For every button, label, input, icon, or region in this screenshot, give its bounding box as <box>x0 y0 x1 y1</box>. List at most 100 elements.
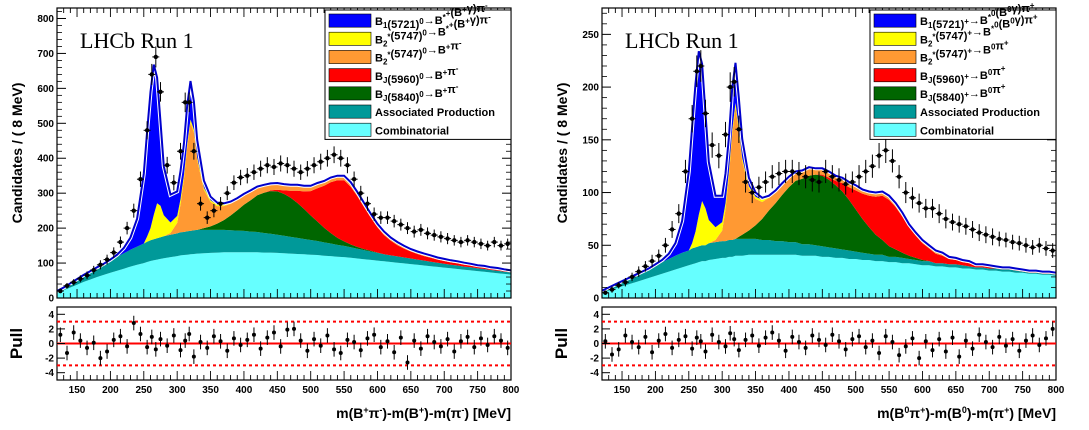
pull-point <box>698 334 703 349</box>
pull-point <box>870 333 875 348</box>
data-point <box>675 204 683 224</box>
data-point <box>915 193 923 213</box>
pull-point <box>138 326 143 342</box>
legend-label: BJ(5960)0→B+π- <box>375 64 459 86</box>
data-point <box>484 240 492 251</box>
data-point <box>615 282 623 289</box>
pull-point <box>412 333 417 348</box>
data-point <box>1022 237 1030 253</box>
pull-point <box>970 341 975 356</box>
data-point <box>130 203 138 218</box>
y-tick-label: 150 <box>582 135 599 146</box>
x-tick-label: 600 <box>369 385 386 396</box>
pull-point <box>458 334 463 349</box>
data-point <box>955 215 963 233</box>
pull-point <box>265 330 270 345</box>
legend-entry: B1(5721)+→B*0(B0γ)π+ <box>873 1 1035 31</box>
y-tick-label: 0 <box>593 294 599 305</box>
data-point <box>868 154 876 178</box>
pull-axis-title: Pull <box>7 328 26 359</box>
x-tick-label: 750 <box>1014 385 1031 396</box>
pull-point <box>465 329 470 345</box>
legend-label: Associated Production <box>920 107 1040 119</box>
data-point <box>237 169 245 186</box>
data-point <box>628 272 636 282</box>
pull-point <box>492 328 497 344</box>
data-point <box>882 137 890 164</box>
pull-y-tick-label: -2 <box>590 354 599 365</box>
data-point <box>722 121 730 148</box>
pull-point <box>863 339 868 355</box>
data-point <box>755 176 763 198</box>
pull-point <box>85 340 90 356</box>
pull-point <box>694 330 699 345</box>
pull-point <box>285 322 290 337</box>
legend-entry: Combinatorial <box>328 122 449 137</box>
data-point <box>668 221 676 238</box>
data-point <box>350 171 358 187</box>
pull-point <box>1003 338 1008 353</box>
pull-point <box>238 337 243 353</box>
pull-point <box>98 350 103 366</box>
data-point <box>742 171 750 193</box>
legend-label: B1(5721)0→B*+(B+γ)π- <box>375 1 488 31</box>
legend-label: B2*(5747)+→B*0(B0γ)π+ <box>920 12 1038 48</box>
data-point <box>170 175 178 191</box>
data-point <box>370 207 378 221</box>
legend-entry: Associated Production <box>873 104 1040 119</box>
total-fit-line <box>601 50 1057 292</box>
data-point <box>337 149 345 167</box>
data-point <box>397 218 405 231</box>
legend-entry: B2*(5747)+→B*0(B0γ)π+ <box>873 12 1038 48</box>
data-point <box>283 157 291 174</box>
pull-point <box>65 345 70 361</box>
data-point <box>383 211 391 224</box>
pull-point <box>298 333 303 348</box>
pull-point <box>823 337 828 353</box>
area-bj5960 <box>602 174 1056 291</box>
y-tick-label: 300 <box>37 189 54 200</box>
pull-point <box>630 334 635 350</box>
pull-point <box>930 342 935 358</box>
data-point <box>410 225 418 238</box>
data-point <box>782 159 790 184</box>
x-tick-label: 650 <box>948 385 965 396</box>
data-point <box>470 236 478 248</box>
data-point <box>835 168 843 192</box>
data-point <box>197 196 205 211</box>
y-tick-label: 800 <box>37 14 54 25</box>
data-point <box>444 233 452 245</box>
pull-y-tick-label: 0 <box>593 339 599 350</box>
pull-point <box>91 335 96 351</box>
data-point <box>437 231 445 243</box>
data-point <box>424 227 432 240</box>
x-tick-label: 300 <box>169 385 186 396</box>
pull-point <box>278 339 283 354</box>
data-point <box>708 132 716 158</box>
pull-point <box>937 331 942 347</box>
legend-entry: B2*(5747)+→B0π+ <box>873 39 1009 67</box>
legend-swatch <box>873 68 917 83</box>
data-point <box>641 261 649 272</box>
data-point <box>949 213 957 231</box>
data-point <box>822 159 830 184</box>
pull-point <box>245 332 250 348</box>
data-point <box>775 161 783 186</box>
data-point <box>693 55 701 88</box>
data-point <box>203 211 211 224</box>
data-point <box>464 235 472 246</box>
pull-point <box>105 344 110 359</box>
pull-point <box>623 328 628 343</box>
x-tick-label: 700 <box>436 385 453 396</box>
pull-point <box>750 328 755 343</box>
pull-point <box>418 341 423 356</box>
pull-y-tick-label: 2 <box>48 324 54 335</box>
legend-swatch <box>328 122 372 137</box>
data-point <box>902 182 910 204</box>
pull-point <box>957 349 962 364</box>
data-point <box>862 159 870 184</box>
data-point <box>1015 235 1023 251</box>
pull-point <box>478 331 483 346</box>
data-point <box>190 142 198 160</box>
data-point <box>136 171 144 187</box>
